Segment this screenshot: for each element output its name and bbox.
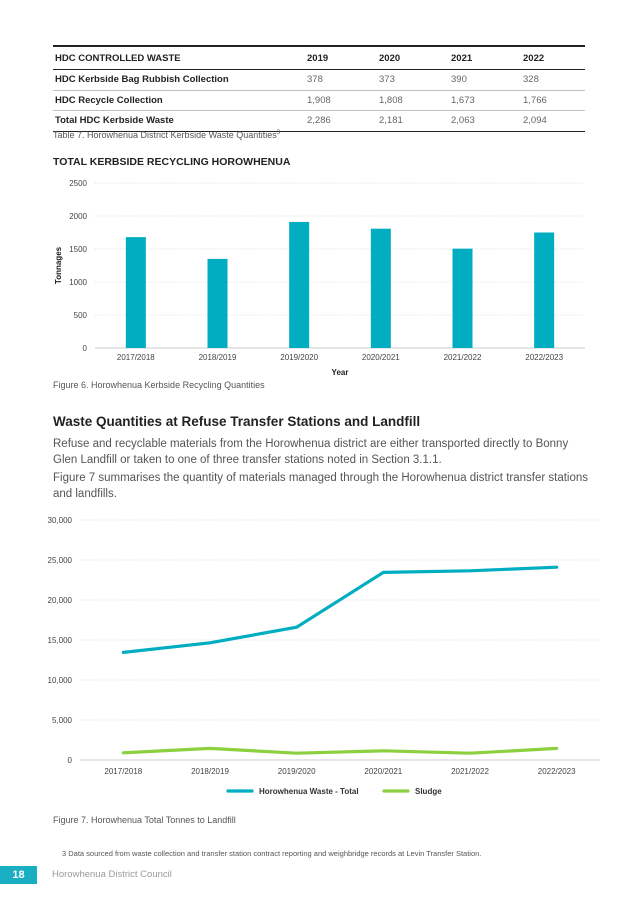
x-axis-title: Year [332,368,349,377]
bar [289,221,310,348]
kerbside-recycling-bar-chart: 0 500 1000 1500 2000 2500 2017/2018 2018/2019 20… [54,179,585,377]
x-tick-label: 2017/2018 [117,353,155,362]
table-cell: 2,181 [377,110,449,132]
legend-label: Horowhenua Waste - Total [259,787,359,796]
table-cell: 373 [377,69,449,91]
row-label: Total HDC Kerbside Waste [53,110,305,132]
page-number: 18 [0,866,37,884]
x-tick-label: 2017/2018 [104,767,142,776]
y-tick-label: 5,000 [52,716,73,725]
x-tick-label: 2018/2019 [191,767,229,776]
y-tick-label: 1000 [69,278,87,287]
figure7-caption: Figure 7. Horowhenua Total Tonnes to Lan… [53,815,236,825]
bar [452,248,473,348]
x-tick-label: 2022/2023 [525,353,563,362]
section-heading: Waste Quantities at Refuse Transfer Stat… [53,414,421,429]
table-header-cell: 2019 [305,45,377,70]
table-caption-text: Table 7. Horowhenua District Kerbside Wa… [53,130,277,140]
x-tick-label: 2019/2020 [280,353,318,362]
x-tick-label: 2019/2020 [278,767,316,776]
y-tick-label: 1500 [69,245,87,254]
x-tick-label: 2020/2021 [362,353,400,362]
table-row: HDC Kerbside Bag Rubbish Collection 378 … [53,69,585,91]
table-cell: 1,908 [305,90,377,111]
table-caption: Table 7. Horowhenua District Kerbside Wa… [53,130,280,140]
y-tick-label: 30,000 [48,516,73,525]
table-cell: 378 [305,69,377,91]
section-paragraph-1: Refuse and recyclable materials from the… [53,438,569,466]
x-tick-label: 2021/2022 [451,767,489,776]
y-tick-label: 0 [83,344,88,353]
footnote: 3 Data sourced from waste collection and… [62,849,482,858]
y-tick-label: 10,000 [48,676,73,685]
table-cell: 328 [521,69,585,91]
row-label: HDC Kerbside Bag Rubbish Collection [53,69,305,91]
y-axis-title: Tonnages [54,246,63,284]
bar-chart-title: TOTAL KERBSIDE RECYCLING HOROWHENUA [53,156,291,168]
figure6-caption: Figure 6. Horowhenua Kerbside Recycling … [53,380,265,390]
y-tick-label: 20,000 [48,596,73,605]
y-tick-label: 15,000 [48,636,73,645]
legend-label: Sludge [415,787,442,796]
x-tick-label: 2022/2023 [538,767,576,776]
table-header-cell: 2021 [449,45,521,70]
series-line-0 [121,565,559,654]
footnote-ref: 3 [276,130,281,136]
table-header-row: HDC CONTROLLED WASTE 2019 2020 2021 2022 [53,45,585,70]
y-tick-label: 500 [74,311,88,320]
footer-org-name: Horowhenua District Council [52,869,172,880]
bar [207,258,228,348]
table-cell: 1,766 [521,90,585,111]
y-tick-label: 0 [68,756,73,765]
table-header-cell: HDC CONTROLLED WASTE [53,45,305,70]
x-tick-label: 2018/2019 [199,353,237,362]
bar [370,228,391,348]
row-label: HDC Recycle Collection [53,90,305,111]
table-header-cell: 2022 [521,45,585,70]
section-paragraph-2: Figure 7 summarises the quantity of mate… [53,472,589,500]
y-tick-label: 25,000 [48,556,73,565]
y-tick-label: 2000 [69,212,87,221]
x-tick-label: 2020/2021 [364,767,402,776]
waste-quantities-table: HDC CONTROLLED WASTE 2019 2020 2021 2022… [53,45,585,132]
table-cell: 1,673 [449,90,521,111]
bar [125,237,146,348]
table-row: Total HDC Kerbside Waste 2,286 2,181 2,0… [53,110,585,132]
table-cell: 1,808 [377,90,449,111]
bar [534,232,555,348]
table-row: HDC Recycle Collection 1,908 1,808 1,673… [53,90,585,111]
y-tick-label: 2500 [69,179,87,188]
x-tick-label: 2021/2022 [444,353,482,362]
table-cell: 390 [449,69,521,91]
table-cell: 2,094 [521,110,585,132]
table-cell: 2,286 [305,110,377,132]
table-header-cell: 2020 [377,45,449,70]
landfill-tonnes-line-chart: 0 5,000 10,000 15,000 20,000 25,000 30,000 2017… [48,516,600,796]
table-cell: 2,063 [449,110,521,132]
series-line-1 [121,746,559,755]
